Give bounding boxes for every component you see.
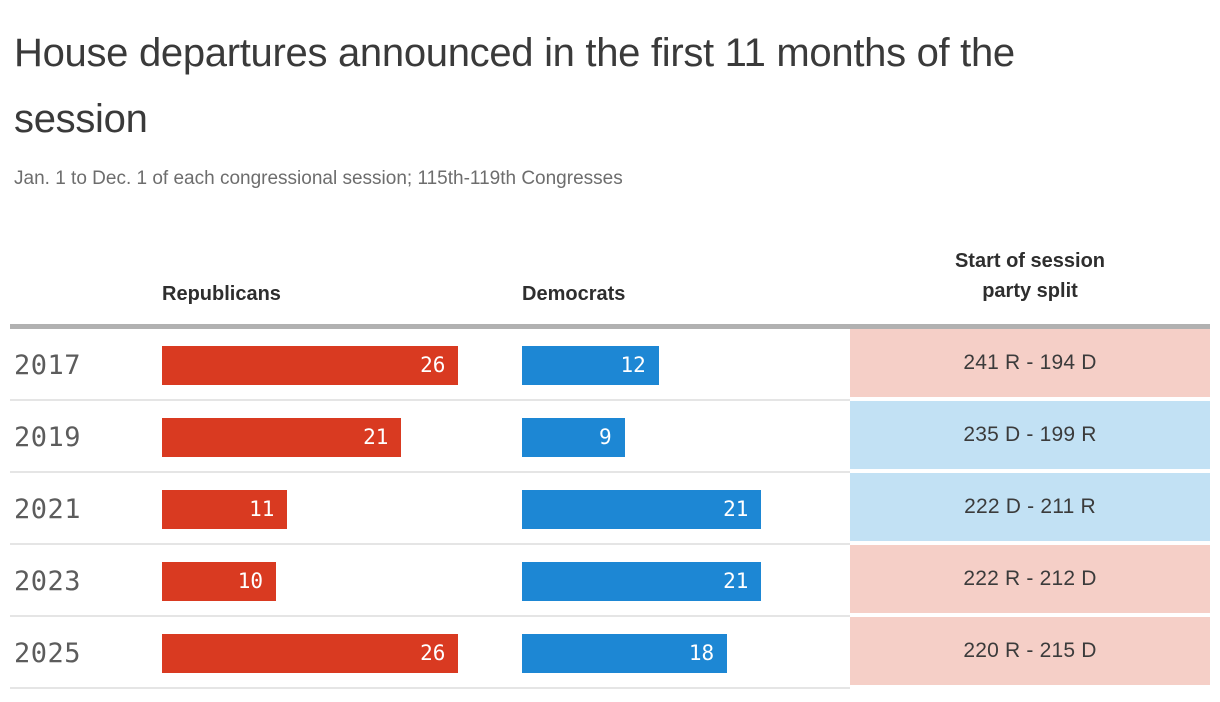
democrats-bar-cell: 9 [522,417,850,457]
democrats-column-header: Democrats [522,283,626,305]
republican-bar-value: 21 [363,425,389,449]
republican-bar: 26 [162,345,459,385]
democrat-bar-value: 9 [598,425,612,449]
party-split-label: 222 D - 211 R [964,495,1096,518]
republicans-bar-cell: 26 [162,345,522,385]
departures-table: Republicans Democrats Start of session p… [10,246,1210,689]
democrat-bar: 18 [522,633,728,673]
table-header-row: Republicans Democrats Start of session p… [10,246,1210,306]
party-split-label: 220 R - 215 D [963,639,1097,662]
republican-bar: 21 [162,417,402,457]
row-year-label: 2019 [14,421,82,453]
democrats-bar-cell: 12 [522,345,850,385]
table-row: 2023 10 21 222 R - 212 D [10,545,1210,617]
table-row: 2017 26 12 241 R - 194 D [10,329,1210,401]
republican-bar-value: 10 [237,569,263,593]
party-split-cell: 241 R - 194 D [850,329,1210,397]
table-row: 2019 21 9 235 D - 199 R [10,401,1210,473]
row-year-label: 2025 [14,637,82,669]
row-year-label: 2021 [14,493,82,525]
democrat-bar-value: 12 [620,353,646,377]
democrat-bar: 21 [522,561,762,601]
party-split-column-header: Start of session party split [850,246,1210,306]
republicans-bar-cell: 26 [162,633,522,673]
table-row: 2021 11 21 222 D - 211 R [10,473,1210,545]
republicans-bar-cell: 21 [162,417,522,457]
republicans-bar-cell: 10 [162,561,522,601]
row-year-label: 2017 [14,349,82,381]
row-year-label: 2023 [14,565,82,597]
party-split-cell: 222 D - 211 R [850,473,1210,541]
chart-title: House departures announced in the first … [14,31,1015,141]
democrats-bar-cell: 21 [522,489,850,529]
chart-subtitle: Jan. 1 to Dec. 1 of each congressional s… [14,168,623,189]
republican-bar: 11 [162,489,288,529]
party-split-cell: 222 R - 212 D [850,545,1210,613]
party-split-label: 222 R - 212 D [963,567,1097,590]
republican-bar-value: 26 [420,353,446,377]
party-split-label: 241 R - 194 D [963,351,1097,374]
democrat-bar: 12 [522,345,659,385]
democrats-bar-cell: 21 [522,561,850,601]
democrat-bar: 21 [522,489,762,529]
republicans-column-header: Republicans [162,283,281,305]
democrat-bar-value: 21 [723,569,749,593]
democrat-bar-value: 21 [723,497,749,521]
party-split-column-header-text: Start of session party split [954,250,1106,302]
table-body: 2017 26 12 241 R - 194 D 2019 21 9 [10,329,1210,689]
republican-bar: 10 [162,561,276,601]
party-split-cell: 235 D - 199 R [850,401,1210,469]
republican-bar-value: 11 [249,497,275,521]
democrat-bar-value: 18 [688,641,715,665]
republican-bar: 26 [162,633,459,673]
democrats-bar-cell: 18 [522,633,850,673]
republicans-bar-cell: 11 [162,489,522,529]
republican-bar-value: 26 [420,641,446,665]
party-split-cell: 220 R - 215 D [850,617,1210,685]
table-row: 2025 26 18 220 R - 215 D [10,617,1210,689]
party-split-label: 235 D - 199 R [963,423,1097,446]
table-top-rule [10,324,1210,329]
democrat-bar: 9 [522,417,625,457]
